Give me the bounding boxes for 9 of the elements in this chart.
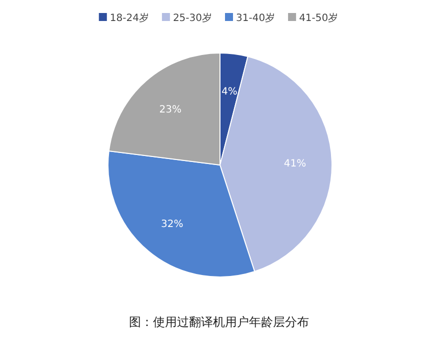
data-label: 23% [159, 104, 182, 116]
data-label: 32% [161, 218, 184, 230]
legend-label: 25-30岁 [172, 12, 212, 24]
legend-label: 31-40岁 [236, 12, 276, 24]
legend-label: 18-24岁 [110, 12, 149, 24]
legend-label: 41-50岁 [299, 12, 338, 24]
data-label: 4% [221, 86, 238, 98]
text: 图：使用过翻译机用户年龄层分布 [129, 315, 309, 329]
data-label: 41% [284, 158, 306, 170]
